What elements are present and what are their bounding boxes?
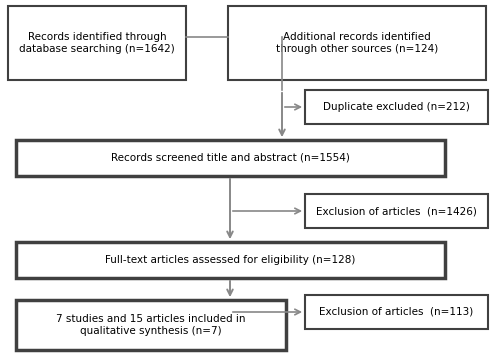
Bar [16,242,445,278]
Text: Exclusion of articles  (n=1426): Exclusion of articles (n=1426) [316,206,477,216]
Text: Records screened title and abstract (n=1554): Records screened title and abstract (n=1… [111,153,350,163]
Bar [228,6,486,80]
Bar [16,140,445,176]
Text: Duplicate excluded (n=212): Duplicate excluded (n=212) [323,102,470,112]
Bar [16,300,286,350]
Text: Records identified through
database searching (n=1642): Records identified through database sear… [19,32,175,54]
Text: Full-text articles assessed for eligibility (n=128): Full-text articles assessed for eligibil… [106,255,356,265]
Bar [305,90,488,124]
Text: Exclusion of articles  (n=113): Exclusion of articles (n=113) [320,307,474,317]
Bar [8,6,186,80]
Bar [305,295,488,329]
Bar [305,194,488,228]
Text: 7 studies and 15 articles included in
qualitative synthesis (n=7): 7 studies and 15 articles included in qu… [56,314,246,336]
Text: Additional records identified
through other sources (n=124): Additional records identified through ot… [276,32,438,54]
